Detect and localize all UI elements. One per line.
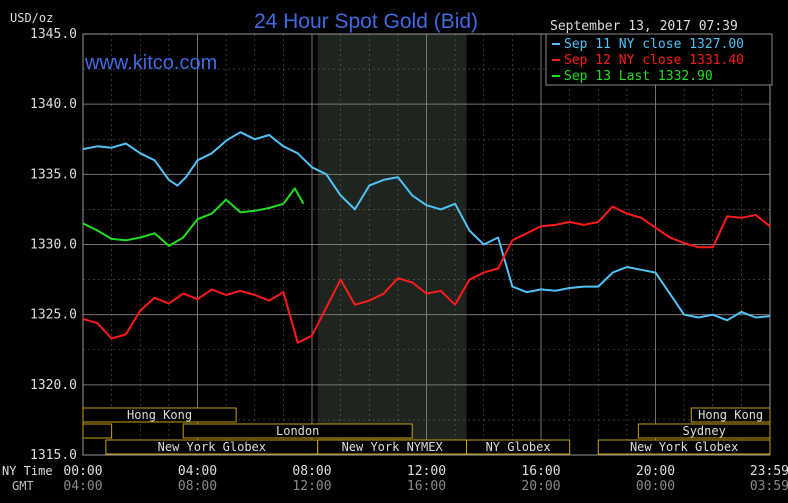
session-label: NY Globex [486, 440, 551, 454]
y-tick-labels: 1345.0 1340.0 1335.0 1330.0 1325.0 1320.0 1315… [30, 27, 77, 463]
session-bar [182, 423, 413, 439]
series-line-sep11 [82, 131, 771, 322]
x-tick-label-gmt: 16:00 [407, 479, 446, 494]
session-bar [597, 439, 771, 455]
x-tick-label-ny: 23:59 [750, 464, 788, 479]
x-tick-label-ny: 04:00 [178, 464, 217, 479]
session-label: New York Globex [158, 440, 266, 454]
x-axis-label-gmt: GMT [12, 479, 34, 493]
y-tick-label: 1335.0 [30, 167, 77, 182]
session-bar [466, 439, 571, 455]
x-tick-labels: 00:0004:0004:0008:0008:0012:0012:0016:00… [63, 464, 788, 494]
series-line-sep13 [82, 187, 305, 247]
session-label: Hong Kong [698, 408, 763, 422]
x-tick-label-gmt: 03:59 [750, 479, 788, 494]
y-tick-label: 1330.0 [30, 238, 77, 253]
session-label: New York NYMEX [342, 440, 444, 454]
x-tick-label-gmt: 08:00 [178, 479, 217, 494]
chart-timestamp: September 13, 2017 07:39 [550, 19, 738, 34]
x-tick-label-ny: 00:00 [63, 464, 102, 479]
y-tick-label: 1345.0 [30, 27, 77, 42]
legend-label-sep11: Sep 11 NY close 1327.00 [564, 37, 744, 52]
watermark-url: www.kitco.com [84, 52, 217, 74]
y-tick-label: 1340.0 [30, 97, 77, 112]
session-bar [82, 407, 237, 423]
y-axis-unit: USD/oz [10, 11, 53, 25]
session-label: London [276, 424, 319, 438]
x-tick-label-gmt: 12:00 [292, 479, 331, 494]
x-tick-label-gmt: 04:00 [63, 479, 102, 494]
y-tick-label: 1315.0 [30, 448, 77, 463]
y-tick-label: 1320.0 [30, 378, 77, 393]
session-bar [82, 423, 113, 439]
x-axis-label-ny: NY Time [2, 464, 53, 478]
series-line-sep12 [82, 205, 771, 344]
x-tick-label-ny: 08:00 [292, 464, 331, 479]
x-tick-label-ny: 20:00 [636, 464, 675, 479]
legend-box [545, 33, 773, 86]
x-tick-label-ny: 16:00 [521, 464, 560, 479]
price-lines [82, 131, 771, 344]
session-bar [637, 423, 771, 439]
session-label: Sydney [682, 424, 725, 438]
x-tick-label-gmt: 20:00 [521, 479, 560, 494]
session-label: New York Globex [630, 440, 738, 454]
session-label: Hong Kong [127, 408, 192, 422]
trading-sessions: Hong Kong London New York Globex New York N… [82, 407, 771, 455]
x-tick-label-gmt: 00:00 [636, 479, 675, 494]
x-tick-label-ny: 12:00 [407, 464, 446, 479]
legend-label-sep13: Sep 13 Last 1332.90 [564, 69, 713, 84]
session-bar [690, 407, 771, 423]
plot-border [82, 33, 771, 456]
y-tick-label: 1325.0 [30, 308, 77, 323]
legend-label-sep12: Sep 12 NY close 1331.40 [564, 53, 744, 68]
chart-title: 24 Hour Spot Gold (Bid) [254, 10, 478, 33]
